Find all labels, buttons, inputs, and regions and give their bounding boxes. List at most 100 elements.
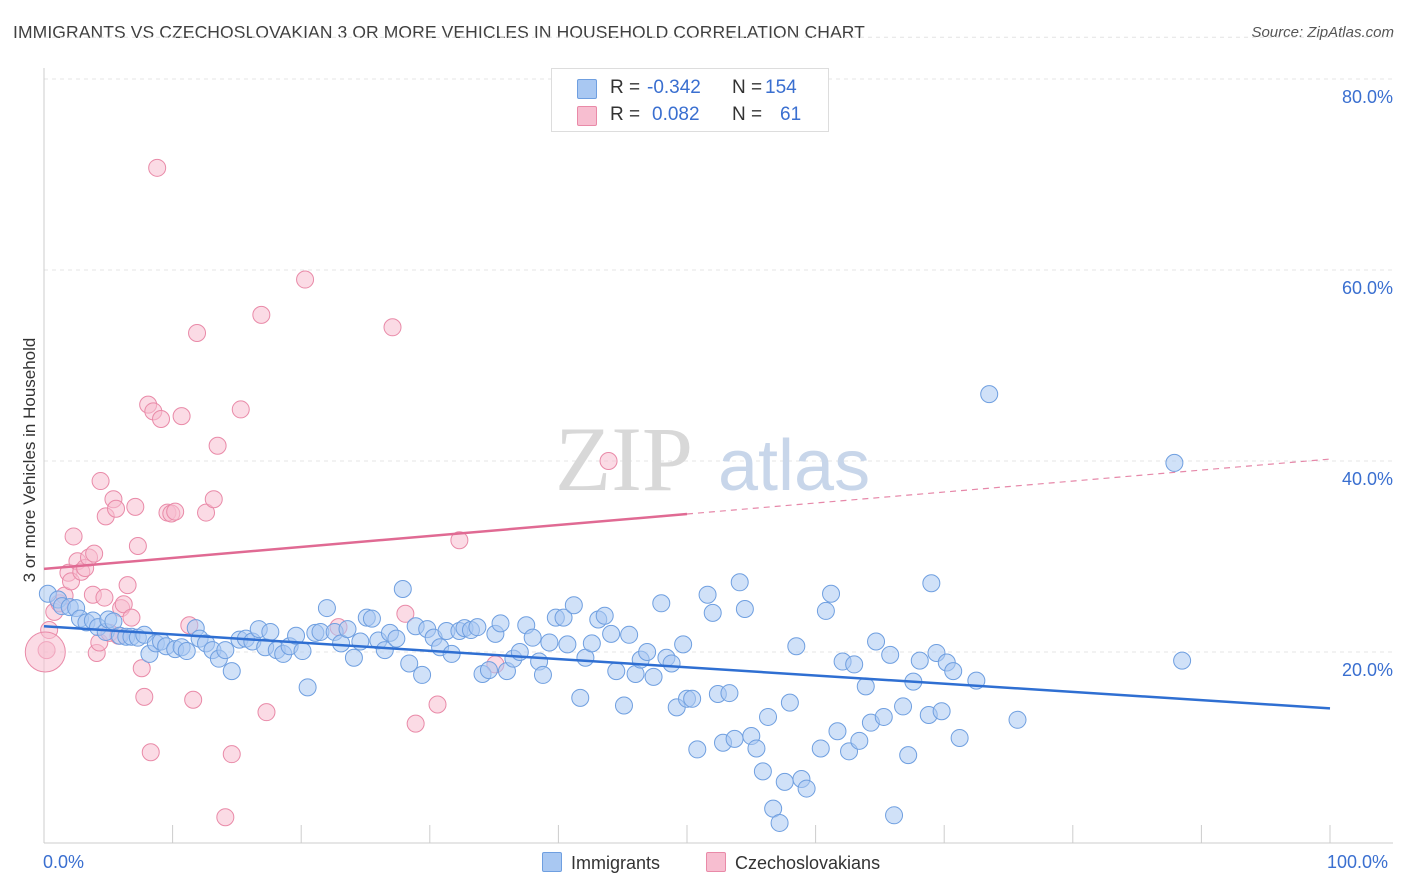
immigrants-point-83 xyxy=(554,608,573,627)
czechoslovakians-trend-line xyxy=(43,512,688,571)
immigrants-point-78 xyxy=(523,628,542,647)
immigrants-point-152 xyxy=(980,385,999,404)
immigrants-point-123 xyxy=(787,637,806,656)
immigrants-point-125 xyxy=(797,779,816,798)
czechoslovakians-point-26 xyxy=(122,608,141,627)
immigrants-point-58 xyxy=(400,654,419,673)
watermark-atlas: atlas xyxy=(718,426,870,506)
czechoslovakians-point-53 xyxy=(383,318,402,337)
immigrants-point-42 xyxy=(298,678,317,697)
czechoslovakians-trend-extension xyxy=(686,458,1331,515)
czechoslovakians-point-35 xyxy=(152,409,171,428)
immigrants-point-128 xyxy=(822,584,841,603)
immigrants-point-57 xyxy=(393,579,412,598)
immigrants-point-86 xyxy=(571,688,590,707)
y-axis-label-container: 3 or more Vehicles in Household xyxy=(10,300,50,620)
czechoslovakians-points xyxy=(24,158,618,827)
czechoslovakians-point-51 xyxy=(296,270,315,289)
czechoslovakians-swatch xyxy=(577,106,597,126)
czechoslovakians-point-34 xyxy=(148,158,167,177)
immigrants-points xyxy=(38,385,1192,832)
immigrants-point-147 xyxy=(932,702,951,721)
immigrants-point-137 xyxy=(874,707,893,726)
n-label: N = xyxy=(732,77,763,98)
immigrants-point-116 xyxy=(747,739,766,758)
legend-label-immigrants: Immigrants xyxy=(571,853,661,873)
immigrants-point-49 xyxy=(344,648,363,667)
immigrants-point-105 xyxy=(683,689,702,708)
r-value-immigrants: -0.342 xyxy=(647,77,701,98)
immigrants-swatch xyxy=(577,79,597,99)
y-tick-label-20: 20.0% xyxy=(1341,660,1393,680)
r-value-czechoslovakians: 0.082 xyxy=(652,104,700,125)
immigrants-point-117 xyxy=(753,762,772,781)
immigrants-point-54 xyxy=(375,641,394,660)
immigrants-point-113 xyxy=(730,573,749,592)
immigrants-point-41 xyxy=(293,642,312,661)
czechoslovakians-point-28 xyxy=(128,536,147,555)
immigrants-point-126 xyxy=(811,739,830,758)
immigrants-point-132 xyxy=(845,655,864,674)
series-legend: Immigrants Czechoslovakians xyxy=(0,852,1406,878)
immigrants-point-48 xyxy=(338,620,357,639)
immigrants-point-40 xyxy=(287,626,306,645)
czechoslovakians-point-7 xyxy=(64,527,83,546)
immigrants-point-112 xyxy=(725,729,744,748)
immigrants-point-103 xyxy=(674,635,693,654)
immigrants-point-97 xyxy=(638,643,657,661)
immigrants-point-60 xyxy=(413,665,432,684)
czechoslovakians-point-25 xyxy=(118,576,137,595)
immigrants-point-80 xyxy=(533,665,552,684)
y-axis-label: 3 or more Vehicles in Household xyxy=(20,337,39,583)
czechoslovakians-point-38 xyxy=(166,502,185,521)
immigrants-point-133 xyxy=(850,731,869,750)
immigrants-trend-line xyxy=(43,624,1331,710)
immigrants-point-138 xyxy=(881,645,900,664)
y-tick-label-40: 40.0% xyxy=(1341,469,1393,489)
immigrants-point-30 xyxy=(222,662,241,681)
immigrants-point-121 xyxy=(775,772,794,791)
x-tick-label-max: 100.0% xyxy=(1327,852,1389,872)
immigrants-point-108 xyxy=(703,603,722,622)
czechoslovakians-point-50 xyxy=(257,703,276,722)
immigrants-point-69 xyxy=(468,618,487,637)
czechoslovakians-point-16 xyxy=(91,472,110,491)
immigrants-point-136 xyxy=(867,632,886,651)
immigrants-point-73 xyxy=(491,614,510,633)
immigrants-point-155 xyxy=(1173,651,1192,670)
immigrants-point-118 xyxy=(759,707,778,726)
immigrants-point-111 xyxy=(720,684,739,703)
immigrants-point-23 xyxy=(177,642,196,661)
czechoslovakians-point-29 xyxy=(132,659,151,678)
immigrants-legend-swatch xyxy=(542,852,562,872)
n-value-immigrants: 154 xyxy=(765,77,797,98)
czechoslovakians-point-39 xyxy=(172,407,191,426)
y-tick-label-80: 80.0% xyxy=(1341,87,1393,107)
immigrants-point-154 xyxy=(1165,453,1184,472)
immigrants-point-141 xyxy=(899,746,918,765)
immigrants-point-134 xyxy=(856,677,875,696)
immigrants-point-149 xyxy=(944,662,963,681)
immigrants-point-143 xyxy=(910,651,929,670)
chart-title: IMMIGRANTS VS CZECHOSLOVAKIAN 3 OR MORE … xyxy=(13,22,865,42)
immigrants-point-145 xyxy=(922,574,941,593)
immigrants-point-94 xyxy=(620,625,639,644)
immigrants-point-84 xyxy=(558,635,577,654)
legend-label-czechoslovakians: Czechoslovakians xyxy=(735,853,881,873)
legend-row-immigrants: R = -0.342 N = 154 xyxy=(552,75,828,101)
trend-lines xyxy=(43,458,1331,710)
czechoslovakians-point-30 xyxy=(135,687,154,706)
czechoslovakians-point-60 xyxy=(24,631,66,673)
watermark-zip: ZIP xyxy=(555,408,693,510)
n-label: N = xyxy=(732,104,763,125)
czechoslovakians-point-45 xyxy=(208,436,227,455)
immigrants-point-93 xyxy=(614,696,633,715)
immigrants-point-88 xyxy=(582,634,601,653)
r-label: R = xyxy=(610,104,641,125)
immigrants-point-153 xyxy=(1008,710,1027,729)
immigrants-point-114 xyxy=(735,600,754,619)
czechoslovakians-point-46 xyxy=(216,808,235,827)
r-label: R = xyxy=(610,77,641,98)
correlation-legend: R = -0.342 N = 154 R = 0.082 N = 61 xyxy=(551,68,829,132)
